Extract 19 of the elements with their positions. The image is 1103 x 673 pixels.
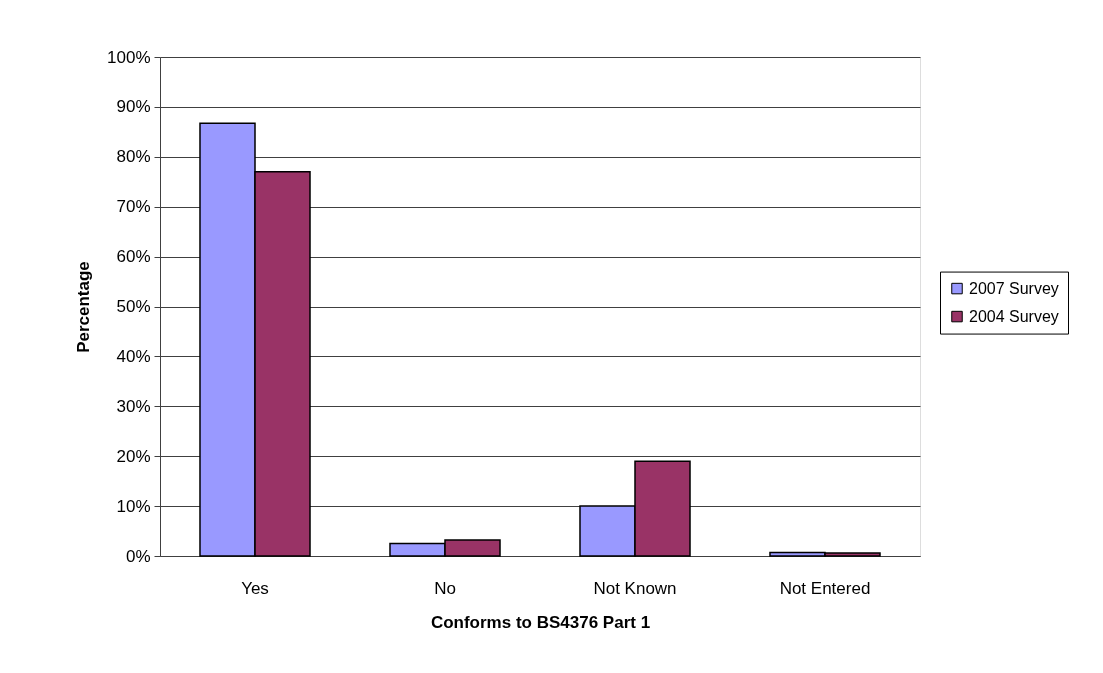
y-tick-label: 50%	[116, 297, 151, 316]
y-tick-label: 100%	[107, 47, 151, 67]
y-tick-label: 0%	[125, 546, 151, 566]
y-axis-title: Percentage	[74, 261, 94, 353]
y-tick-label: 60%	[116, 247, 151, 267]
x-tick-label: Not Known	[593, 578, 677, 598]
x-tick-label: Yes	[241, 578, 269, 598]
legend-label: 2004 Survey	[969, 307, 1059, 325]
y-tick-label: 80%	[116, 147, 151, 167]
y-tick-label: 10%	[116, 496, 151, 516]
y-tick-label: 90%	[116, 97, 151, 117]
y-tick-label: 70%	[116, 197, 151, 217]
x-axis-title: Conforms to BS4376 Part 1	[430, 612, 651, 632]
x-tick-label: Not Entered	[779, 578, 871, 598]
legend-label: 2007 Survey	[969, 279, 1059, 297]
y-tick-label: 40%	[116, 346, 151, 366]
y-tick-label: 30%	[116, 396, 151, 416]
x-tick-label: No	[434, 578, 456, 598]
y-tick-label: 20%	[116, 446, 151, 466]
